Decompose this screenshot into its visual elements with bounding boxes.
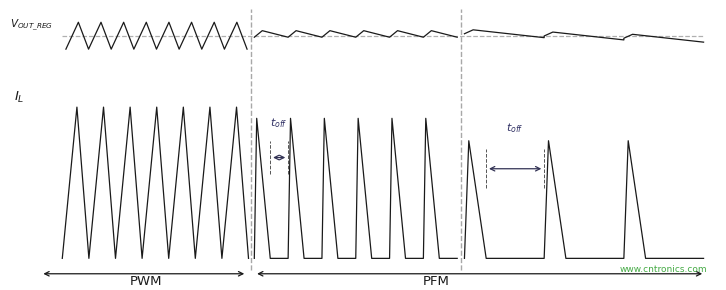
Text: $I_L$: $I_L$ <box>14 90 24 106</box>
Text: PFM: PFM <box>423 275 449 288</box>
Text: $t_{off}$: $t_{off}$ <box>270 116 288 130</box>
Text: PWM: PWM <box>129 275 162 288</box>
Text: $t_{off}$: $t_{off}$ <box>506 121 524 135</box>
Text: www.cntronics.com: www.cntronics.com <box>619 265 707 274</box>
Text: $V_{OUT\_REG}$: $V_{OUT\_REG}$ <box>10 18 53 33</box>
